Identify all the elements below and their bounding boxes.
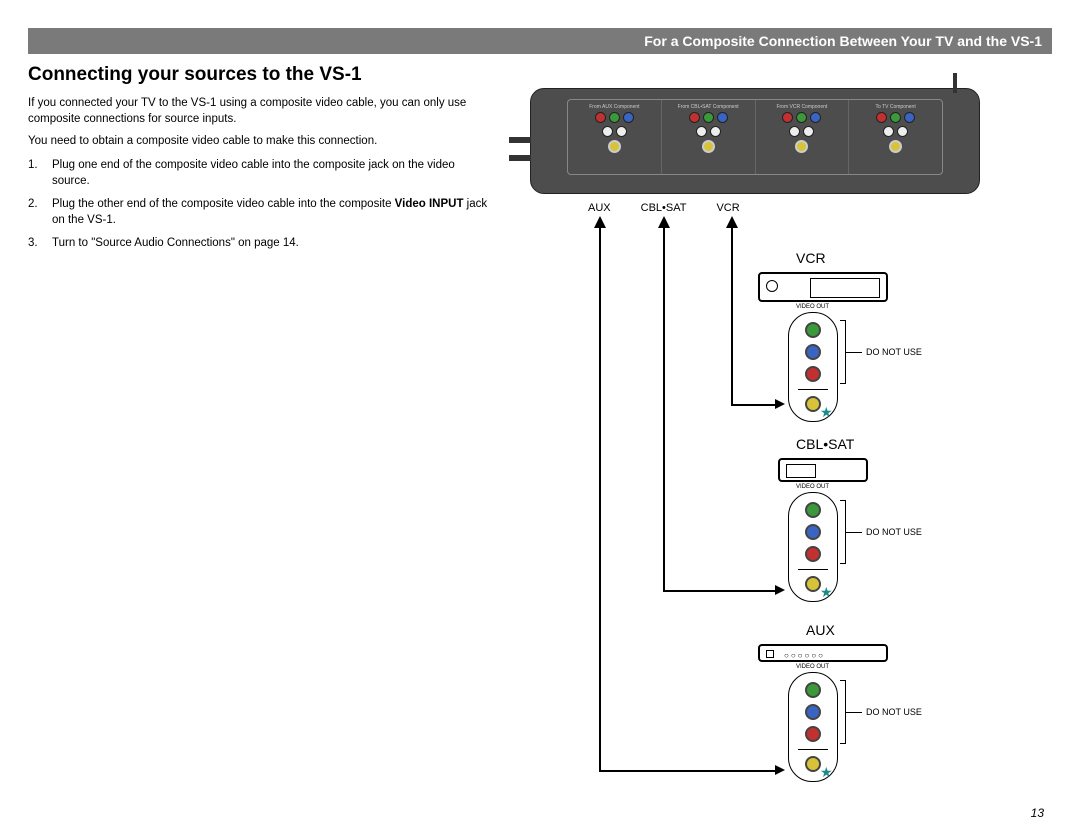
step-2-bold: Video INPUT bbox=[395, 198, 464, 210]
device-group-aux: AUX ○○○○○○ VIDEO OUT ★ DO NOT USE bbox=[758, 644, 1038, 662]
jack-green-icon bbox=[805, 502, 821, 518]
intro-paragraph-1: If you connected your TV to the VS-1 usi… bbox=[28, 96, 488, 127]
arrow-head-vcr bbox=[726, 216, 738, 228]
arrow-line-cblsat bbox=[663, 228, 665, 590]
step-2: 2. Plug the other end of the composite v… bbox=[52, 197, 488, 228]
arrow-right-cblsat bbox=[775, 585, 785, 595]
arrow-right-vcr bbox=[775, 399, 785, 409]
step-3: 3. Turn to "Source Audio Connections" on… bbox=[52, 236, 488, 252]
header-bar-text: For a Composite Connection Between Your … bbox=[644, 33, 1042, 49]
arrow-head-cblsat bbox=[658, 216, 670, 228]
cblsat-videoout-label: VIDEO OUT bbox=[794, 484, 831, 490]
jack-yellow-icon bbox=[805, 576, 821, 592]
donot-line bbox=[846, 712, 862, 713]
jack-blue-icon bbox=[805, 704, 821, 720]
step-1: 1. Plug one end of the composite video c… bbox=[52, 158, 488, 189]
intro-paragraph-2: You need to obtain a composite video cab… bbox=[28, 134, 488, 150]
step-3-text: Turn to "Source Audio Connections" on pa… bbox=[52, 237, 299, 249]
step-1-num: 1. bbox=[28, 158, 38, 174]
star-icon: ★ bbox=[820, 404, 833, 421]
jack-red-icon bbox=[805, 546, 821, 562]
step-2-text-a: Plug the other end of the composite vide… bbox=[52, 198, 395, 210]
vs1-col-cblsat: From CBL•SAT Component bbox=[662, 100, 756, 174]
arrow-line-aux bbox=[599, 228, 601, 770]
jack-green-icon bbox=[805, 322, 821, 338]
jack-blue-icon bbox=[805, 344, 821, 360]
input-label-aux: AUX bbox=[588, 202, 611, 214]
vs1-col-aux: From AUX Component bbox=[568, 100, 662, 174]
hline-vcr bbox=[731, 404, 777, 406]
arrow-right-aux bbox=[775, 765, 785, 775]
step-2-num: 2. bbox=[28, 197, 38, 213]
vs1-port-panel: From AUX Component From CBL•SAT Componen… bbox=[567, 99, 943, 175]
device-group-vcr: VCR VIDEO OUT ★ DO NOT USE bbox=[758, 272, 1038, 302]
vs1-unit: From AUX Component From CBL•SAT Componen… bbox=[530, 88, 980, 194]
jack-blue-icon bbox=[805, 524, 821, 540]
connection-diagram: From AUX Component From CBL•SAT Componen… bbox=[510, 88, 1050, 808]
vs1-col-vcr: From VCR Component bbox=[756, 100, 850, 174]
device-title-vcr: VCR bbox=[796, 250, 826, 266]
star-icon: ★ bbox=[820, 584, 833, 601]
aux-videoout-label: VIDEO OUT bbox=[794, 664, 831, 670]
vcr-device-icon bbox=[758, 272, 888, 302]
donot-line bbox=[846, 352, 862, 353]
input-label-vcr: VCR bbox=[716, 202, 739, 214]
jack-green-icon bbox=[805, 682, 821, 698]
vs1-col-cblsat-label: From CBL•SAT Component bbox=[666, 104, 751, 110]
page-number: 13 bbox=[1031, 806, 1044, 820]
vcr-videoout-label: VIDEO OUT bbox=[794, 304, 831, 310]
cblsat-donotuse: DO NOT USE bbox=[866, 527, 922, 537]
aux-device-icon: ○○○○○○ bbox=[758, 644, 888, 662]
donot-line bbox=[846, 532, 862, 533]
device-title-cblsat: CBL•SAT bbox=[796, 436, 854, 452]
jack-yellow-icon bbox=[805, 756, 821, 772]
section-title: Connecting your sources to the VS-1 bbox=[28, 64, 362, 86]
cblsat-device-icon bbox=[778, 458, 868, 482]
header-bar: For a Composite Connection Between Your … bbox=[28, 28, 1052, 54]
vs1-col-output: To TV Component bbox=[849, 100, 942, 174]
vcr-donotuse: DO NOT USE bbox=[866, 347, 922, 357]
vs1-col-aux-label: From AUX Component bbox=[572, 104, 657, 110]
vs1-col-vcr-label: From VCR Component bbox=[760, 104, 845, 110]
jack-yellow-icon bbox=[805, 396, 821, 412]
steps-list: 1. Plug one end of the composite video c… bbox=[52, 158, 488, 260]
vs1-cable-icon bbox=[509, 137, 531, 161]
vs1-antenna-icon bbox=[953, 73, 957, 93]
input-labels-row: AUX CBL•SAT VCR bbox=[588, 202, 740, 214]
jack-red-icon bbox=[805, 726, 821, 742]
arrow-head-aux bbox=[594, 216, 606, 228]
hline-cblsat bbox=[663, 590, 777, 592]
jack-red-icon bbox=[805, 366, 821, 382]
star-icon: ★ bbox=[820, 764, 833, 781]
input-label-cblsat: CBL•SAT bbox=[641, 202, 687, 214]
step-1-text: Plug one end of the composite video cabl… bbox=[52, 159, 455, 187]
arrow-line-vcr bbox=[731, 228, 733, 404]
vs1-col-output-label: To TV Component bbox=[853, 104, 938, 110]
step-3-num: 3. bbox=[28, 236, 38, 252]
device-title-aux: AUX bbox=[806, 622, 835, 638]
hline-aux bbox=[599, 770, 777, 772]
aux-donotuse: DO NOT USE bbox=[866, 707, 922, 717]
device-group-cblsat: CBL•SAT VIDEO OUT ★ DO NOT USE bbox=[758, 458, 1038, 482]
